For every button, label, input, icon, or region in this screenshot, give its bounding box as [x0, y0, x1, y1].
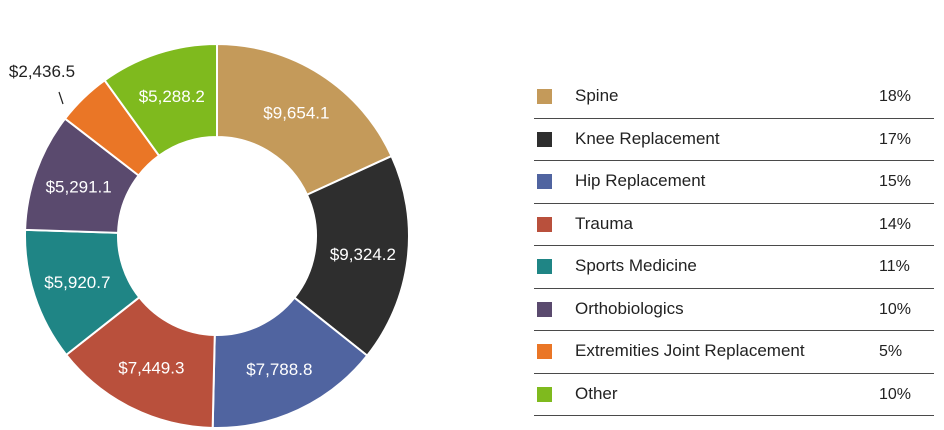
legend-swatch: [537, 301, 552, 317]
legend-label: Trauma: [575, 213, 633, 233]
legend-label: Extremities Joint Replacement: [575, 341, 805, 360]
slice-label-trauma: $7,449.3: [118, 359, 184, 378]
slice-label-hip-replacement: $7,788.8: [246, 360, 312, 379]
legend-item-knee-replacement: Knee Replacement 17%: [534, 119, 934, 161]
slice-label-sports-medicine: $5,920.7: [44, 273, 110, 292]
slice-label-other: $5,288.2: [139, 87, 205, 106]
donut-slices: [24, 42, 410, 429]
legend-label: Hip Replacement: [575, 171, 706, 190]
leader-line: [58, 91, 64, 105]
legend-item-sports-medicine: Sports Medicine 11%: [534, 246, 934, 289]
legend-item-hip-replacement: Hip Replacement 15%: [534, 161, 934, 204]
slice-other: [103, 42, 218, 158]
legend-label: Spine: [575, 86, 619, 105]
slice-label-spine: $9,654.1: [263, 103, 329, 122]
legend-percentage: 11%: [879, 258, 910, 275]
legend-swatch: [537, 216, 552, 232]
legend-swatch: [537, 174, 552, 189]
legend-swatch: [537, 89, 552, 104]
legend-percentage: 10%: [879, 385, 912, 403]
slice-labels: $9,654.1 $9,324.2 $7,788.8 $7,449.3 $5,920.7…: [44, 87, 396, 379]
legend-swatch: [537, 344, 552, 359]
legend-swatch: [537, 131, 552, 147]
legend-item-extremities-joint-replacement: Extremities Joint Replacement 5%: [534, 331, 934, 374]
slice-knee-replacement: [293, 154, 410, 358]
slice-hip-replacement: [211, 296, 369, 429]
legend-percentage: 5%: [879, 343, 903, 360]
legend-label: Other: [575, 383, 618, 403]
legend-item-trauma: Trauma 14%: [534, 204, 934, 246]
slice-label-knee-replacement: $9,324.2: [330, 245, 396, 264]
slice-label-extremities-joint-replacement: $2,436.5: [9, 62, 75, 81]
legend-item-orthobiologics: Orthobiologics 10%: [534, 289, 934, 331]
legend-label: Orthobiologics: [575, 298, 684, 318]
legend-swatch: [537, 386, 552, 402]
legend: Spine 18% Knee Replacement 17% Hip Replaceme…: [534, 76, 934, 416]
slice-label-orthobiologics: $5,291.1: [46, 177, 112, 196]
legend-item-spine: Spine 18%: [534, 76, 934, 119]
legend-percentage: 10%: [879, 300, 912, 318]
legend-label: Knee Replacement: [575, 128, 720, 148]
legend-percentage: 15%: [879, 173, 912, 190]
legend-percentage: 18%: [879, 88, 912, 105]
legend-percentage: 14%: [879, 215, 912, 233]
legend-label: Sports Medicine: [575, 256, 697, 275]
slice-spine: [216, 42, 393, 197]
legend-item-other: Other 10%: [534, 374, 934, 416]
legend-swatch: [537, 259, 552, 274]
legend-percentage: 17%: [879, 130, 912, 148]
